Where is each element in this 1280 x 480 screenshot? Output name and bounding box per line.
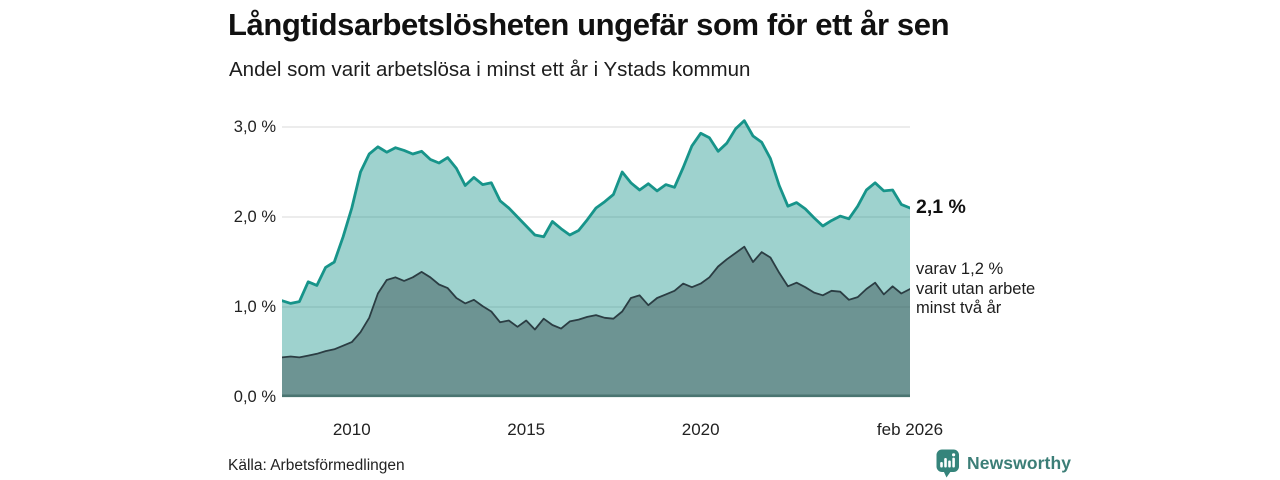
- x-tick-label: 2020: [681, 420, 720, 439]
- x-tick-label: 2015: [507, 420, 546, 439]
- x-tick-label: 2010: [332, 420, 371, 439]
- source-note: Källa: Arbetsförmedlingen: [228, 457, 405, 474]
- page-subtitle: Andel som varit arbetslösa i minst ett å…: [229, 58, 751, 81]
- series-end-label-total: 2,1 %: [916, 196, 966, 218]
- y-tick-label: 3,0 %: [233, 118, 276, 136]
- area-chart: [282, 119, 910, 398]
- brand-name: Newsworthy: [967, 453, 1072, 473]
- newsworthy-logo[interactable]: Newsworthy: [936, 449, 1071, 478]
- y-tick-label: 2,0 %: [233, 208, 276, 226]
- bar-chart-bubble-icon: [936, 449, 959, 478]
- y-tick-label: 1,0 %: [233, 298, 276, 316]
- series-end-label-subset: varav 1,2 % varit utan arbete minst två …: [916, 260, 1036, 317]
- page-title: Långtidsarbetslösheten ungefär som för e…: [228, 7, 950, 42]
- x-tick-label: feb 2026: [876, 420, 944, 439]
- y-tick-label: 0,0 %: [233, 388, 276, 406]
